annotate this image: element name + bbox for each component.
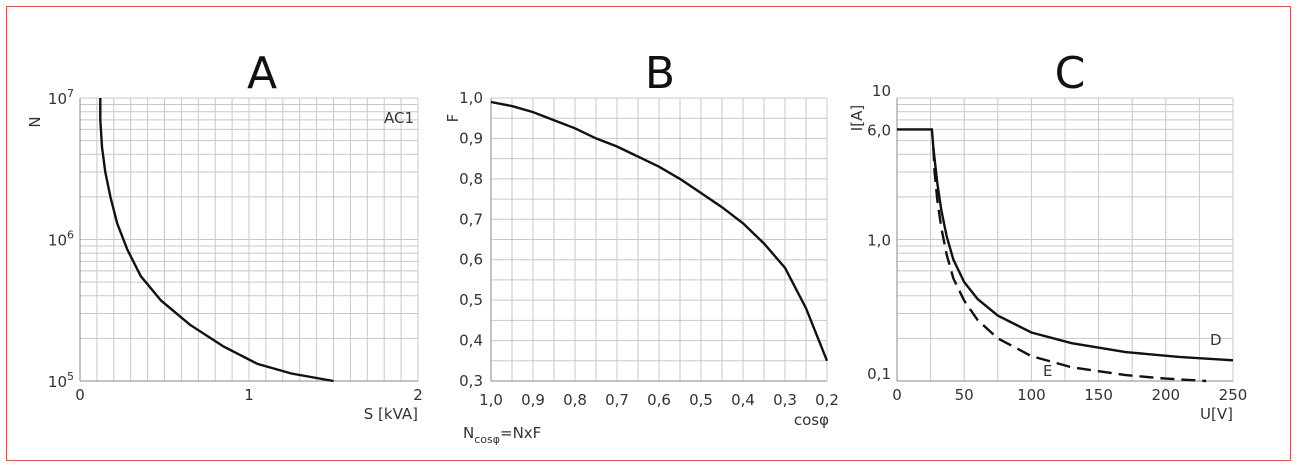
- gridlines: [490, 97, 828, 382]
- x-tick-label: 2: [413, 386, 423, 404]
- chart-a: A 0 1 2 105 106 107 AC1 S [kVA] N: [26, 48, 423, 423]
- series-label-e: E: [1043, 362, 1052, 380]
- x-tick-label: 200: [1151, 386, 1180, 404]
- x-tick-label: 100: [1017, 386, 1046, 404]
- x-tick-label: 150: [1084, 386, 1113, 404]
- x-tick-label: 0,6: [647, 391, 671, 409]
- x-tick-label: 0,5: [689, 391, 713, 409]
- y-tick-label: 6,0: [867, 121, 891, 139]
- x-tick-label: 250: [1219, 386, 1248, 404]
- x-axis-label: S [kVA]: [364, 405, 418, 423]
- annotation-ac1: AC1: [384, 109, 414, 127]
- x-tick-label: 0,8: [563, 391, 587, 409]
- series-line-e: [932, 147, 1207, 383]
- chart-letter: B: [645, 48, 675, 99]
- series-line: [99, 98, 334, 383]
- chart-letter: A: [247, 48, 277, 99]
- x-tick-label: 0,2: [815, 391, 839, 409]
- series-line: [490, 100, 829, 362]
- formula-label: Ncosφ=NxF: [463, 424, 541, 446]
- y-tick-label: 1,0: [459, 89, 483, 107]
- chart-b: B 1,0 0,9 0,8 0,7 0,6 0,5 0,4 0,3 0,2 0,3 0,4 0,5 0,6…: [444, 48, 839, 446]
- x-tick-label: 50: [955, 386, 974, 404]
- x-tick-label: 1,0: [479, 391, 503, 409]
- x-tick-label: 0,9: [521, 391, 545, 409]
- y-tick-label: 107: [48, 87, 74, 108]
- y-tick-label: 0,4: [459, 332, 483, 350]
- y-axis-label: N: [26, 116, 44, 127]
- y-tick-label: 0,3: [459, 372, 483, 390]
- x-tick-label: 0,7: [605, 391, 629, 409]
- chart-c: C 0 50 100 150 200 250 0,1 1,0 6,0 10 U[V] I[A] D E: [848, 48, 1247, 423]
- x-tick-label: 0: [75, 386, 85, 404]
- y-tick-label: 0,6: [459, 251, 483, 269]
- gridlines: [896, 97, 1234, 382]
- y-axis-label: F: [444, 114, 462, 123]
- y-tick-label: 106: [48, 229, 74, 250]
- gridlines: [79, 97, 419, 382]
- y-tick-label: 0,1: [867, 365, 891, 383]
- x-tick-label: 0: [892, 386, 902, 404]
- x-axis-label: cosφ: [794, 411, 829, 429]
- y-tick-label: 1,0: [867, 232, 891, 250]
- figure-frame: [6, 6, 1291, 461]
- chart-letter: C: [1055, 48, 1086, 99]
- y-tick-label: 10: [872, 82, 891, 100]
- x-tick-label: 0,4: [731, 391, 755, 409]
- y-axis-label: I[A]: [848, 105, 866, 131]
- y-tick-label: 0,9: [459, 129, 483, 147]
- series-label-d: D: [1210, 331, 1222, 349]
- y-tick-label: 105: [48, 370, 74, 391]
- x-axis-label: U[V]: [1200, 405, 1233, 423]
- x-tick-label: 1: [244, 386, 254, 404]
- x-tick-label: 0,3: [773, 391, 797, 409]
- y-tick-label: 0,7: [459, 210, 483, 228]
- y-tick-label: 0,5: [459, 291, 483, 309]
- y-tick-label: 0,8: [459, 170, 483, 188]
